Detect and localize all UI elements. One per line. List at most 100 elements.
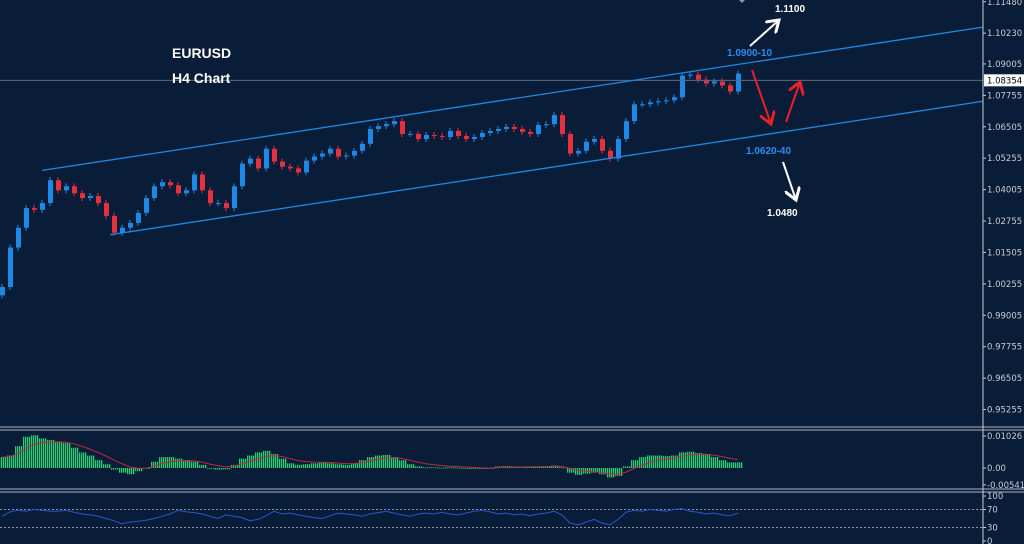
macd-histogram-bar: [669, 456, 671, 468]
rsi-tick-label: 70: [987, 506, 998, 516]
candle-body: [504, 126, 509, 129]
macd-histogram-bar: [55, 441, 57, 468]
macd-histogram-bar: [429, 467, 431, 469]
candle-body: [432, 134, 437, 136]
macd-histogram-bar: [337, 464, 339, 468]
candle-body: [376, 126, 381, 129]
candle-body: [472, 136, 477, 139]
macd-histogram-bar: [93, 455, 95, 468]
candle-body: [480, 132, 485, 137]
candle-body: [112, 215, 117, 233]
macd-histogram-bar: [365, 460, 367, 468]
macd-histogram-bar: [435, 467, 437, 469]
macd-histogram-bar: [559, 467, 561, 469]
macd-histogram-bar: [285, 458, 287, 468]
candle-body: [672, 97, 677, 101]
macd-histogram-bar: [221, 468, 223, 470]
macd-histogram-bar: [447, 467, 449, 469]
macd-histogram-bar: [125, 468, 127, 473]
candle-body: [248, 158, 253, 164]
macd-histogram-bar: [663, 456, 665, 468]
macd-histogram-bar: [185, 460, 187, 468]
macd-histogram-bar: [171, 457, 173, 468]
macd-histogram-bar: [657, 455, 659, 468]
macd-histogram-bar: [707, 453, 709, 468]
macd-histogram-bar: [105, 464, 107, 468]
macd-histogram-bar: [649, 455, 651, 468]
macd-histogram-bar: [395, 457, 397, 468]
macd-histogram-bar: [413, 464, 415, 468]
macd-histogram-bar: [617, 468, 619, 476]
candle-body: [416, 133, 421, 139]
macd-histogram-bar: [139, 468, 141, 472]
candle-body: [712, 81, 717, 84]
candle-body: [624, 121, 629, 139]
macd-histogram-bar: [119, 468, 121, 473]
macd-histogram-bar: [29, 436, 31, 468]
price-tick-label: 1.06505: [987, 123, 1022, 133]
macd-histogram-bar: [577, 468, 579, 475]
macd-histogram-bar: [41, 438, 43, 468]
macd-histogram-bar: [313, 463, 315, 468]
macd-histogram-bar: [3, 457, 5, 468]
candle-body: [136, 212, 141, 223]
macd-histogram-bar: [587, 468, 589, 474]
macd-histogram-bar: [107, 464, 109, 468]
candle-body: [496, 128, 501, 131]
candle-body: [360, 143, 365, 151]
macd-histogram-bar: [163, 457, 165, 468]
macd-histogram-bar: [225, 468, 227, 470]
macd-histogram-bar: [523, 467, 525, 468]
macd-histogram-bar: [75, 447, 77, 468]
macd-histogram-bar: [81, 452, 83, 468]
candle-body: [448, 130, 453, 137]
macd-histogram-bar: [95, 460, 97, 468]
macd-histogram-bar: [183, 460, 185, 468]
candle-body: [200, 174, 205, 191]
candle-body: [24, 208, 29, 228]
macd-histogram-bar: [279, 458, 281, 468]
macd-histogram-bar: [325, 462, 327, 468]
macd-histogram-bar: [709, 453, 711, 468]
rsi-panel: [0, 508, 983, 528]
macd-histogram-bar: [473, 468, 475, 469]
macd-histogram-bar: [329, 463, 331, 468]
macd-histogram-bar: [475, 468, 477, 469]
macd-histogram-bar: [383, 454, 385, 468]
macd-histogram-bar: [701, 453, 703, 468]
macd-histogram-bar: [195, 461, 197, 468]
macd-histogram-bar: [129, 468, 131, 475]
macd-histogram-bar: [217, 468, 219, 470]
macd-histogram-bar: [321, 462, 323, 468]
macd-histogram-bar: [197, 461, 199, 468]
candle-body: [560, 115, 565, 134]
dot-marker: [820, 122, 822, 124]
price-tick-label: 0.99005: [987, 311, 1022, 321]
macd-histogram-bar: [409, 464, 411, 468]
macd-histogram-bar: [71, 447, 73, 468]
candle-body: [584, 141, 589, 151]
macd-histogram-bar: [549, 466, 551, 468]
macd-histogram-bar: [43, 438, 45, 468]
macd-histogram-bar: [425, 467, 427, 469]
macd-histogram-bar: [375, 455, 377, 468]
macd-histogram-bar: [235, 464, 237, 468]
candle-body: [128, 222, 133, 228]
macd-histogram-bar: [419, 466, 421, 468]
macd-histogram-bar: [127, 468, 129, 475]
macd-histogram-bar: [465, 468, 467, 469]
macd-histogram-bar: [379, 455, 381, 468]
macd-histogram-bar: [525, 467, 527, 468]
macd-histogram-bar: [213, 468, 215, 469]
macd-histogram-bar: [15, 446, 17, 468]
support-label: 1.0620-40: [746, 146, 791, 157]
macd-histogram-bar: [705, 453, 707, 468]
macd-histogram-bar: [479, 468, 481, 469]
macd-histogram-bar: [69, 443, 71, 468]
candle-body: [464, 135, 469, 139]
macd-histogram-bar: [735, 462, 737, 468]
macd-histogram-bar: [677, 455, 679, 468]
macd-histogram-bar: [597, 468, 599, 473]
candle-body: [208, 190, 213, 204]
